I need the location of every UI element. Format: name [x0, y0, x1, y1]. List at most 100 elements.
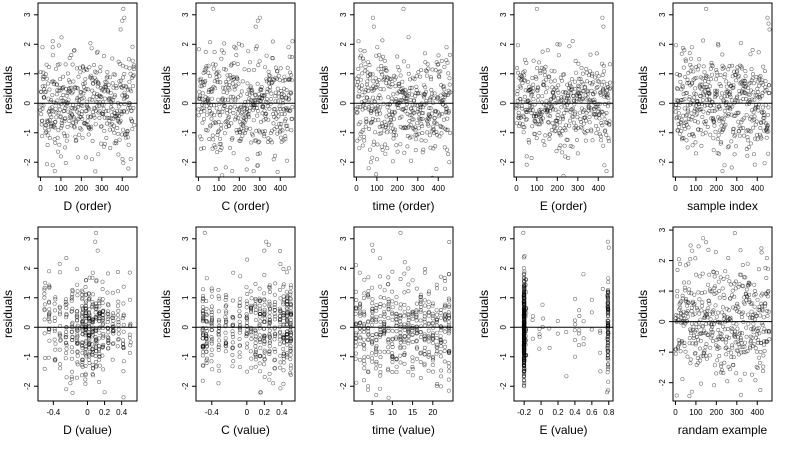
residual-point [729, 165, 734, 170]
residual-point [267, 299, 272, 304]
residual-point [686, 117, 691, 122]
residual-point [205, 112, 210, 117]
residual-point [104, 121, 109, 126]
residual-point [550, 85, 555, 90]
residual-point [278, 365, 283, 370]
residual-point [272, 305, 277, 310]
residual-point [355, 83, 360, 88]
residual-point [110, 127, 115, 132]
residual-point [62, 145, 67, 150]
residual-point [724, 352, 729, 357]
residual-point [420, 150, 425, 155]
residual-point [90, 372, 95, 377]
residual-point [358, 132, 363, 137]
x-tick-label: 100 [530, 184, 544, 193]
residual-point [386, 395, 391, 400]
residual-point [749, 78, 754, 83]
residual-point [361, 295, 366, 300]
y-tick-label: 3 [658, 12, 667, 17]
residual-point [398, 276, 403, 281]
residual-point [268, 74, 273, 79]
residual-point [382, 330, 387, 335]
residual-point [683, 349, 688, 354]
residual-point [103, 96, 108, 101]
residual-point [577, 328, 582, 333]
residual-point [90, 342, 95, 347]
residual-point [112, 93, 117, 98]
residual-point [258, 311, 263, 316]
residual-point [413, 148, 418, 153]
residual-point [45, 81, 50, 86]
residual-point [605, 91, 610, 96]
residual-point [61, 93, 66, 98]
residual-point [529, 92, 534, 97]
residual-point [410, 117, 415, 122]
residual-point [600, 109, 605, 114]
residual-point [420, 124, 425, 129]
residual-point [604, 111, 609, 116]
residual-point [727, 64, 732, 69]
residual-point [522, 57, 527, 62]
residual-point [370, 333, 375, 338]
residual-point [402, 313, 407, 318]
y-tick-label: 2 [339, 42, 348, 47]
residual-point [681, 313, 686, 318]
residual-point [238, 137, 243, 142]
residual-point [676, 344, 681, 349]
residual-point [244, 127, 249, 132]
residual-point [573, 296, 578, 301]
residual-point [267, 106, 272, 111]
residual-point [688, 69, 693, 74]
y-tick-label: -2 [339, 382, 348, 390]
residual-point [64, 342, 69, 347]
residual-point [238, 327, 243, 332]
residual-point [83, 350, 88, 355]
residual-point [47, 283, 52, 288]
residual-point [88, 73, 93, 78]
residual-point [523, 338, 528, 343]
residual-point [526, 138, 531, 143]
residual-point [111, 313, 116, 318]
residual-point [415, 91, 420, 96]
residual-point [700, 300, 705, 305]
residual-point [386, 325, 391, 330]
residual-point [589, 297, 594, 302]
residual-point [278, 337, 283, 342]
residual-point [75, 353, 80, 358]
residual-point [724, 334, 729, 339]
residual-point [536, 85, 541, 90]
x-tick-label: 400 [116, 184, 130, 193]
residual-point [390, 289, 395, 294]
residual-point [724, 345, 729, 350]
residual-point [367, 76, 372, 81]
residual-point [531, 58, 536, 63]
residual-point [536, 93, 541, 98]
residual-point [580, 71, 585, 76]
residual-point [575, 151, 580, 156]
residual-point [354, 336, 358, 340]
residual-point [599, 121, 604, 126]
residual-point [738, 81, 743, 86]
residual-point [724, 84, 729, 89]
residual-point [398, 73, 403, 78]
residual-point [75, 349, 80, 354]
residual-point [674, 393, 679, 398]
residual-point [70, 289, 75, 294]
residual-point [521, 350, 526, 355]
residual-point [374, 53, 379, 58]
residual-point [210, 337, 215, 342]
residual-point [683, 59, 688, 64]
residual-point [750, 76, 755, 81]
residual-point [223, 97, 228, 102]
residual-point [438, 125, 443, 130]
residual-point [703, 79, 708, 84]
residual-point [230, 81, 235, 86]
residual-point [394, 97, 399, 102]
residual-point [50, 53, 55, 58]
residual-point [47, 108, 52, 113]
residual-point [79, 343, 84, 348]
residual-point [739, 64, 744, 69]
residual-point [228, 94, 233, 99]
residual-point [437, 112, 442, 117]
